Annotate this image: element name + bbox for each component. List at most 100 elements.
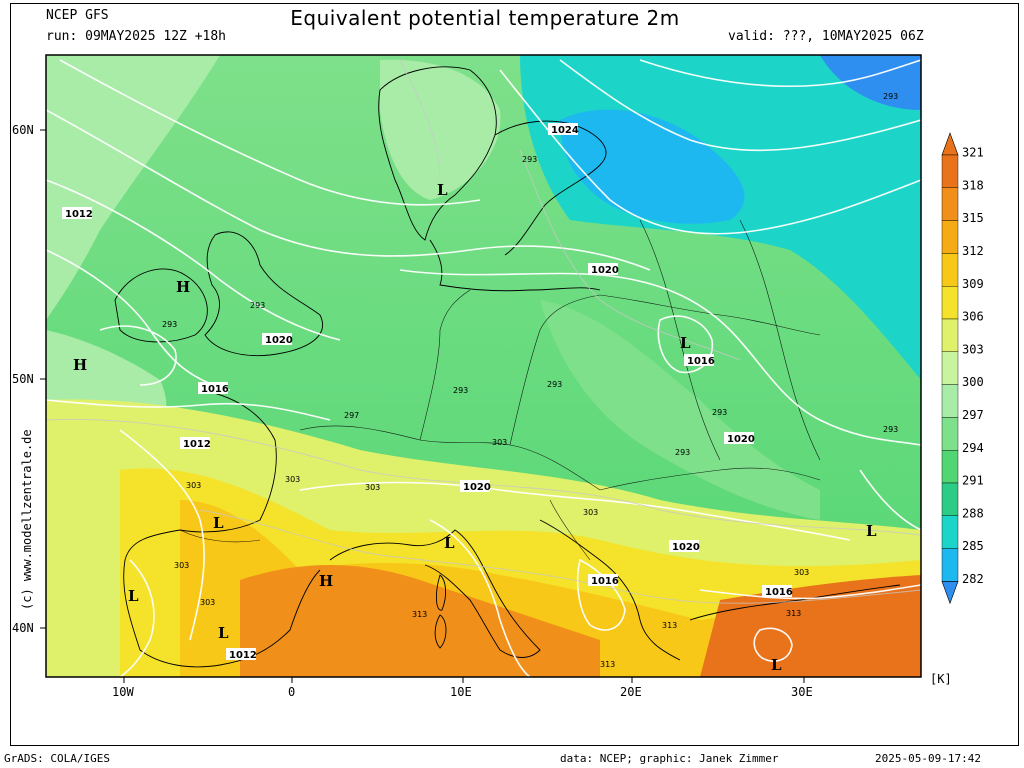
watermark: (c) www.modellzentrale.de bbox=[20, 429, 34, 610]
svg-text:1020: 1020 bbox=[727, 434, 755, 445]
colorbar-label-306: 306 bbox=[962, 310, 984, 324]
theta-label-293: 293 bbox=[675, 448, 690, 457]
britain-coast bbox=[204, 231, 323, 357]
pressure-label-1016-greece: 1016 bbox=[588, 574, 619, 587]
balkan-coast bbox=[539, 519, 681, 661]
theta-label-303: 303 bbox=[794, 568, 809, 577]
high-marker: H bbox=[176, 278, 190, 296]
lon-label-0: 0 bbox=[288, 685, 295, 699]
map-field bbox=[46, 55, 921, 677]
sardinia-coast bbox=[434, 614, 447, 649]
svg-text:1016: 1016 bbox=[591, 576, 619, 587]
svg-text:1020: 1020 bbox=[265, 335, 293, 346]
theta-label-303: 303 bbox=[583, 508, 598, 517]
theta-label-293: 293 bbox=[712, 408, 727, 417]
pressure-systems: L H L H L L L H L L L bbox=[73, 181, 877, 674]
pressure-label-1012-west: 1012 bbox=[62, 207, 93, 220]
colorbar-label-282: 282 bbox=[962, 572, 984, 586]
pressure-label-1012-iberia: 1012 bbox=[226, 648, 257, 661]
svg-text:1020: 1020 bbox=[672, 542, 700, 553]
colorbar-label-312: 312 bbox=[962, 244, 984, 258]
colorbar-swatch-321 bbox=[941, 154, 959, 188]
colorbar-swatch-309 bbox=[941, 286, 959, 320]
colorbar-label-288: 288 bbox=[962, 506, 984, 520]
field-iberia-west bbox=[46, 538, 112, 677]
svg-text:1024: 1024 bbox=[551, 125, 579, 136]
theta-label-303: 303 bbox=[285, 475, 300, 484]
colorbar: 321 318 315 312 309 306 303 300 297 294 291 288 285 2… bbox=[941, 132, 984, 605]
theta-label-303: 303 bbox=[186, 481, 201, 490]
lon-label-10w: 10W bbox=[112, 685, 134, 699]
field-south-318 bbox=[240, 565, 600, 677]
theta-label-303: 303 bbox=[174, 561, 189, 570]
pressure-label-1012-biscay: 1012 bbox=[180, 437, 211, 450]
pressure-label-1020-balkan: 1020 bbox=[669, 540, 700, 553]
svg-text:1016: 1016 bbox=[687, 356, 715, 367]
svg-text:1020: 1020 bbox=[591, 265, 619, 276]
colorbar-swatch-315 bbox=[941, 220, 959, 254]
lon-label-20e: 20E bbox=[620, 685, 642, 699]
colorbar-swatch-306 bbox=[941, 318, 959, 352]
pressure-label-1024: 1024 bbox=[548, 123, 579, 136]
colorbar-swatch-300 bbox=[941, 384, 959, 418]
plot-frame bbox=[10, 3, 1019, 746]
theta-label-293: 293 bbox=[883, 425, 898, 434]
svg-text:1012: 1012 bbox=[229, 650, 257, 661]
field-scandinavia bbox=[380, 59, 501, 201]
france-iberia-coast bbox=[123, 389, 321, 668]
low-marker: L bbox=[680, 334, 691, 352]
borders bbox=[179, 219, 821, 561]
colorbar-label-303: 303 bbox=[962, 342, 984, 356]
colorbar-label-291: 291 bbox=[962, 474, 984, 488]
pressure-labels: 1024 1012 1020 1020 1016 1016 1012 1020 … bbox=[62, 123, 793, 661]
colorbar-label-315: 315 bbox=[962, 211, 984, 225]
theta-label-313: 313 bbox=[412, 610, 427, 619]
theta-label-297: 297 bbox=[344, 411, 359, 420]
colorbar-swatch-297 bbox=[941, 417, 959, 451]
axis-labels: 60N 50N 40N 10W 0 10E 20E 30E bbox=[12, 123, 813, 699]
theta-label-293: 293 bbox=[522, 155, 537, 164]
colorbar-label-321: 321 bbox=[962, 146, 984, 160]
turkey-coast bbox=[689, 584, 901, 621]
colorbar-swatch-288 bbox=[941, 515, 959, 549]
valid-time: valid: ???, 10MAY2025 06Z bbox=[728, 29, 924, 44]
theta-label-303: 303 bbox=[200, 598, 215, 607]
lon-label-30e: 30E bbox=[791, 685, 813, 699]
lat-label-40n: 40N bbox=[12, 621, 34, 635]
low-marker: L bbox=[444, 534, 455, 552]
low-marker: L bbox=[128, 587, 139, 605]
model-source: NCEP GFS bbox=[46, 8, 109, 23]
svg-text:1016: 1016 bbox=[765, 587, 793, 598]
low-marker: L bbox=[437, 181, 448, 199]
low-marker: L bbox=[771, 656, 782, 674]
colorbar-swatch-318 bbox=[941, 187, 959, 221]
theta-label-293: 293 bbox=[883, 92, 898, 101]
footer-credits: data: NCEP; graphic: Janek Zimmer bbox=[560, 752, 779, 765]
isobars bbox=[46, 59, 921, 677]
high-marker: H bbox=[319, 572, 333, 590]
baltic-coast bbox=[494, 120, 607, 256]
field-west-light bbox=[46, 55, 220, 320]
low-marker: L bbox=[218, 624, 229, 642]
lat-label-50n: 50N bbox=[12, 372, 34, 386]
colorbar-swatch-294 bbox=[941, 450, 959, 484]
ireland-coast bbox=[114, 268, 208, 343]
colorbar-label-300: 300 bbox=[962, 375, 984, 389]
colorbar-label-294: 294 bbox=[962, 441, 984, 455]
field-turkey-321 bbox=[700, 575, 921, 677]
colorbar-label-318: 318 bbox=[962, 178, 984, 192]
field-central-band bbox=[540, 300, 820, 520]
colorbar-top-arrow bbox=[941, 132, 959, 156]
colorbar-swatch-303 bbox=[941, 351, 959, 385]
map-title: Equivalent potential temperature 2m bbox=[290, 6, 680, 30]
theta-label-313: 313 bbox=[786, 609, 801, 618]
theta-label-293: 293 bbox=[162, 320, 177, 329]
pressure-label-1020-alps: 1020 bbox=[460, 480, 491, 493]
colorbar-swatch-285 bbox=[941, 548, 959, 582]
theta-labels: 293 293 293 293 293 293 293 293 293 297 … bbox=[162, 92, 898, 669]
colorbar-bottom-arrow bbox=[941, 581, 959, 605]
svg-text:1012: 1012 bbox=[65, 209, 93, 220]
theta-label-313: 313 bbox=[600, 660, 615, 669]
axis-ticks bbox=[40, 129, 805, 683]
